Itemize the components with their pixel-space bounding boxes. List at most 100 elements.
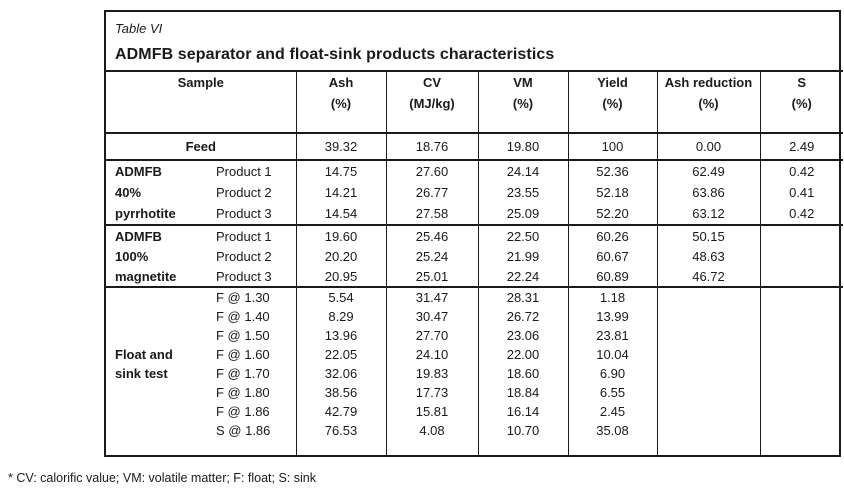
cell-s — [759, 421, 843, 457]
row-sample-label: F @ 1.30 — [216, 290, 270, 305]
cell-cv: 26.77 — [385, 182, 478, 203]
cell-ash-reduction — [656, 345, 760, 364]
cell-ash: 13.96 — [295, 326, 386, 345]
cell-vm: 23.06 — [477, 326, 568, 345]
row-sample-label: Feed — [106, 132, 296, 160]
cell-s: 0.42 — [759, 159, 843, 182]
column-unit: (%) — [602, 96, 623, 111]
data-table: Sample Ash (%) CV (MJ/kg) VM (%) — [106, 70, 843, 457]
cell-cv: 27.70 — [385, 326, 478, 345]
cell-ash-reduction — [656, 402, 760, 421]
row-sample-label: S @ 1.86 — [216, 423, 271, 438]
table-row: ADMFB Product 1 19.60 25.46 22.50 60.26 5… — [106, 224, 843, 246]
cell-yield: 100 — [567, 132, 657, 160]
cell-ash: 42.79 — [295, 402, 386, 421]
cell-vm: 25.09 — [477, 203, 568, 225]
row-sample-label: Product 2 — [216, 248, 272, 264]
cell-yield: 35.08 — [567, 421, 657, 457]
cell-s — [759, 224, 843, 246]
column-header-s: S (%) — [759, 71, 843, 133]
cell-cv: 15.81 — [385, 402, 478, 421]
column-unit: (%) — [512, 96, 534, 111]
cell-cv: 25.24 — [385, 246, 478, 266]
row-group-label: 40% — [115, 185, 142, 200]
row-group-label: ADMFB — [115, 228, 162, 244]
row-group-label: 100% — [115, 248, 149, 264]
cell-vm: 10.70 — [477, 421, 568, 457]
cell-yield: 60.89 — [567, 266, 657, 287]
column-header-ash-reduction: Ash reduction (%) — [656, 71, 760, 133]
row-group-label: pyrrhotite — [115, 206, 176, 221]
feed-section: Feed 39.32 18.76 19.80 100 0.00 2.49 — [106, 132, 843, 160]
cell-ash: 20.20 — [295, 246, 386, 266]
cell-s — [759, 345, 843, 364]
table-vi: Table VI ADMFB separator and float-sink … — [104, 10, 843, 457]
cell-s — [759, 383, 843, 402]
cell-vm: 21.99 — [477, 246, 568, 266]
table-row: 40% Product 2 14.21 26.77 23.55 52.18 63.… — [106, 182, 843, 203]
cell-cv: 17.73 — [385, 383, 478, 402]
row-sample-label: Product 3 — [216, 206, 272, 221]
cell-ash-reduction — [656, 421, 760, 457]
table-caption-label: Table VI — [115, 21, 163, 36]
column-unit: (MJ/kg) — [409, 96, 455, 111]
table-title: ADMFB separator and float-sink products … — [115, 46, 555, 63]
cell-yield: 1.18 — [567, 286, 657, 307]
cell-yield: 60.67 — [567, 246, 657, 266]
cell-cv: 30.47 — [385, 307, 478, 326]
header-row: Sample Ash (%) CV (MJ/kg) VM (%) — [106, 71, 843, 133]
cell-yield: 6.55 — [567, 383, 657, 402]
table-row: pyrrhotite Product 3 14.54 27.58 25.09 52… — [106, 203, 843, 225]
cell-s — [759, 307, 843, 326]
row-sample-label: F @ 1.50 — [216, 328, 270, 343]
row-sample-label: F @ 1.40 — [216, 309, 270, 324]
table-row: magnetite Product 3 20.95 25.01 22.24 60.… — [106, 266, 843, 287]
cell-yield: 10.04 — [567, 345, 657, 364]
cell-ash: 32.06 — [295, 364, 386, 383]
row-sample-label: Product 2 — [216, 185, 272, 200]
table-row: F @ 1.30 5.54 31.47 28.31 1.18 — [106, 286, 843, 307]
cell-yield: 2.45 — [567, 402, 657, 421]
cell-ash-reduction — [656, 326, 760, 345]
section-float-and-sink-test: F @ 1.30 5.54 31.47 28.31 1.18 F @ 1.40 … — [106, 286, 843, 457]
cell-ash: 14.21 — [295, 182, 386, 203]
row-sample-label: F @ 1.86 — [216, 404, 270, 419]
cell-ash-reduction — [656, 286, 760, 307]
cell-vm: 19.80 — [477, 132, 568, 160]
column-unit: (%) — [330, 96, 352, 111]
row-sample-label: Product 3 — [216, 268, 272, 284]
cell-vm: 23.55 — [477, 182, 568, 203]
table-caption: Table VI ADMFB separator and float-sink … — [106, 12, 839, 70]
column-header-vm: VM (%) — [477, 71, 568, 133]
cell-s — [759, 266, 843, 287]
row-group-label: sink test — [115, 366, 168, 381]
cell-yield: 52.20 — [567, 203, 657, 225]
cell-ash: 8.29 — [295, 307, 386, 326]
cell-ash-reduction — [656, 307, 760, 326]
cell-s — [759, 246, 843, 266]
cell-ash: 20.95 — [295, 266, 386, 287]
cell-cv: 27.60 — [385, 159, 478, 182]
column-unit: (%) — [698, 96, 719, 111]
cell-vm: 28.31 — [477, 286, 568, 307]
cell-cv: 25.01 — [385, 266, 478, 287]
cell-yield: 6.90 — [567, 364, 657, 383]
table-header: Sample Ash (%) CV (MJ/kg) VM (%) — [106, 71, 843, 133]
table-row: ADMFB Product 1 14.75 27.60 24.14 52.36 6… — [106, 159, 843, 182]
cell-ash: 39.32 — [295, 132, 386, 160]
cell-yield: 13.99 — [567, 307, 657, 326]
cell-vm: 18.84 — [477, 383, 568, 402]
table-row: S @ 1.86 76.53 4.08 10.70 35.08 — [106, 421, 843, 457]
column-header-sample: Sample — [106, 71, 296, 133]
table-row: 100% Product 2 20.20 25.24 21.99 60.67 48… — [106, 246, 843, 266]
row-sample-label: Product 1 — [216, 164, 272, 179]
table-footnote: * CV: calorific value; VM: volatile matt… — [8, 471, 316, 485]
cell-cv: 19.83 — [385, 364, 478, 383]
column-header-cv: CV (MJ/kg) — [385, 71, 478, 133]
cell-ash-reduction: 48.63 — [656, 246, 760, 266]
column-label: S — [797, 75, 807, 90]
cell-vm: 24.14 — [477, 159, 568, 182]
cell-ash: 5.54 — [295, 286, 386, 307]
cell-s — [759, 364, 843, 383]
